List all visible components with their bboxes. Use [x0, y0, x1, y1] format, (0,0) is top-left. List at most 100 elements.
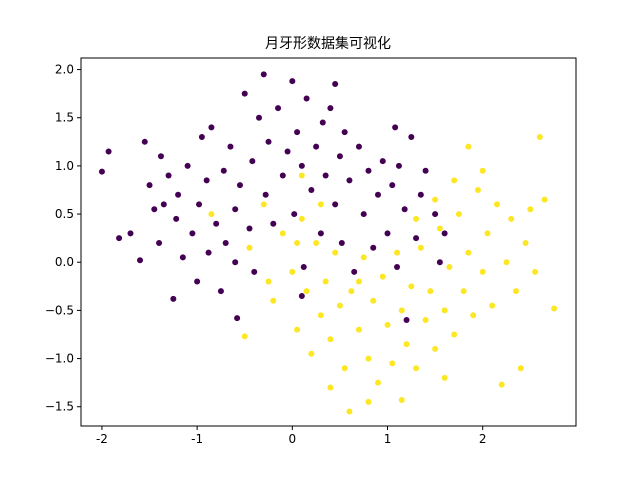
point: [479, 268, 486, 275]
point: [379, 158, 386, 165]
point: [165, 172, 172, 179]
point: [270, 297, 277, 304]
point: [308, 186, 315, 193]
point: [348, 288, 355, 295]
point: [417, 244, 424, 251]
point: [289, 268, 296, 275]
point: [375, 191, 381, 198]
plot-frame: [80, 57, 577, 427]
point: [256, 114, 263, 121]
point: [151, 206, 158, 213]
point: [157, 153, 164, 160]
point: [432, 211, 439, 218]
point: [189, 230, 196, 237]
point: [484, 230, 491, 237]
point: [441, 307, 448, 314]
point: [441, 374, 448, 381]
point: [322, 172, 329, 179]
point: [265, 278, 272, 285]
point: [408, 133, 415, 140]
point: [465, 143, 472, 150]
point: [332, 81, 339, 88]
point: [213, 220, 220, 227]
point: [341, 365, 348, 372]
point: [436, 259, 443, 266]
x-tick-label: 0: [289, 432, 297, 446]
point: [346, 408, 353, 415]
point: [401, 206, 408, 213]
point: [389, 360, 396, 367]
point: [422, 317, 429, 324]
point: [498, 381, 505, 388]
point: [289, 78, 296, 85]
point: [137, 257, 144, 264]
point: [198, 133, 205, 140]
point: [260, 201, 267, 208]
y-tick-label: 1.5: [55, 111, 74, 125]
point: [260, 71, 267, 78]
point: [389, 182, 396, 189]
point: [370, 244, 377, 251]
point: [413, 235, 420, 242]
point: [327, 336, 334, 343]
point: [417, 191, 424, 198]
point: [351, 268, 358, 275]
point: [127, 230, 134, 237]
point: [294, 129, 301, 136]
point: [365, 355, 372, 362]
point: [336, 153, 343, 160]
point: [408, 283, 415, 290]
y-tick-label: 0.0: [55, 255, 74, 269]
point: [479, 167, 486, 174]
point: [384, 230, 391, 237]
point: [338, 239, 345, 246]
point: [319, 119, 326, 126]
point: [489, 302, 496, 309]
x-tick-label: -1: [191, 432, 203, 446]
point: [336, 302, 343, 309]
point: [365, 167, 372, 174]
point: [327, 105, 334, 112]
point: [249, 158, 256, 165]
point: [146, 182, 153, 189]
point: [179, 254, 186, 261]
point: [413, 215, 420, 222]
point: [451, 331, 458, 338]
point: [170, 295, 177, 302]
point: [241, 333, 248, 340]
point: [317, 230, 324, 237]
point: [303, 288, 310, 295]
point: [265, 138, 272, 145]
point: [294, 239, 301, 246]
point: [275, 105, 282, 112]
point: [298, 292, 305, 299]
point: [232, 259, 239, 266]
point: [427, 288, 434, 295]
y-tick-label: 0.5: [55, 207, 74, 221]
point: [455, 211, 462, 218]
point: [413, 365, 420, 372]
point: [394, 264, 401, 271]
point: [470, 312, 477, 319]
point: [394, 249, 401, 256]
point: [284, 148, 291, 155]
point: [532, 268, 539, 275]
point: [375, 379, 381, 386]
point: [355, 278, 362, 285]
point: [398, 307, 405, 314]
point: [303, 95, 310, 102]
point: [551, 305, 558, 312]
point: [173, 215, 180, 222]
point: [541, 196, 548, 203]
point: [251, 268, 258, 275]
point: [116, 235, 123, 242]
point: [236, 182, 243, 189]
point: [196, 201, 203, 208]
point: [317, 312, 324, 319]
point: [513, 288, 520, 295]
point: [208, 124, 215, 131]
point: [291, 211, 298, 218]
point: [227, 143, 234, 150]
